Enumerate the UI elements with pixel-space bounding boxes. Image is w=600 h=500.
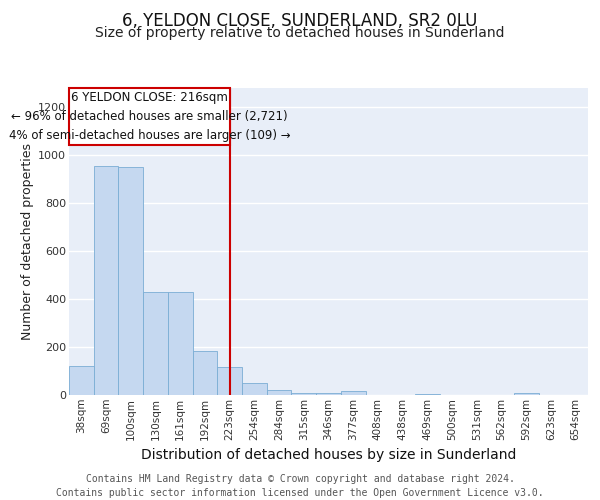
Text: Size of property relative to detached houses in Sunderland: Size of property relative to detached ho… [95,26,505,40]
Text: 6, YELDON CLOSE, SUNDERLAND, SR2 0LU: 6, YELDON CLOSE, SUNDERLAND, SR2 0LU [122,12,478,30]
Bar [193,350,217,395]
Bar [242,384,267,395]
Bar [94,166,118,395]
Bar [267,390,292,395]
Y-axis label: Number of detached properties: Number of detached properties [21,143,34,340]
Text: 6 YELDON CLOSE: 216sqm
← 96% of detached houses are smaller (2,721)
4% of semi-d: 6 YELDON CLOSE: 216sqm ← 96% of detached… [8,91,290,142]
Bar [118,167,143,395]
X-axis label: Distribution of detached houses by size in Sunderland: Distribution of detached houses by size … [141,448,516,462]
Text: Contains HM Land Registry data © Crown copyright and database right 2024.
Contai: Contains HM Land Registry data © Crown c… [56,474,544,498]
Bar [69,366,94,395]
Bar [415,394,440,395]
Bar [69,88,230,145]
Bar [217,368,242,395]
Bar [292,392,316,395]
Bar [316,392,341,395]
Bar [143,292,168,395]
Bar [168,292,193,395]
Bar [514,393,539,395]
Bar [341,390,365,395]
